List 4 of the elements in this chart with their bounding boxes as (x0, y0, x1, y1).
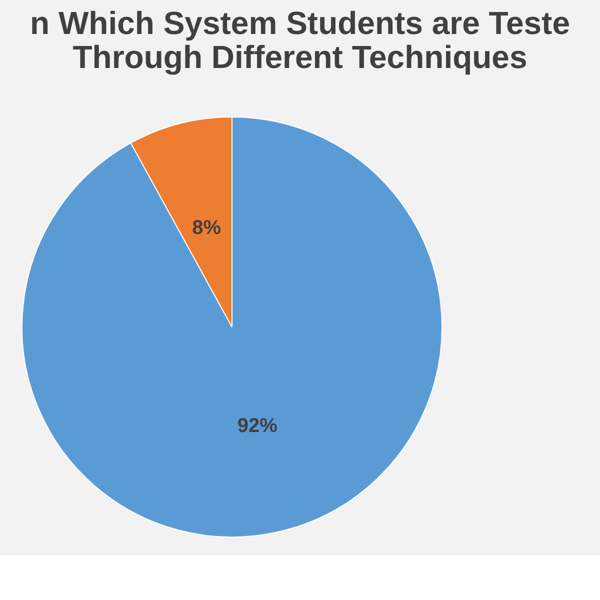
data-label: 92% (237, 414, 278, 437)
pie-slice (22, 116, 442, 538)
data-label: 8% (192, 217, 222, 240)
chart-title: n Which System Students are Teste Through Different Techniques (30, 5, 570, 75)
